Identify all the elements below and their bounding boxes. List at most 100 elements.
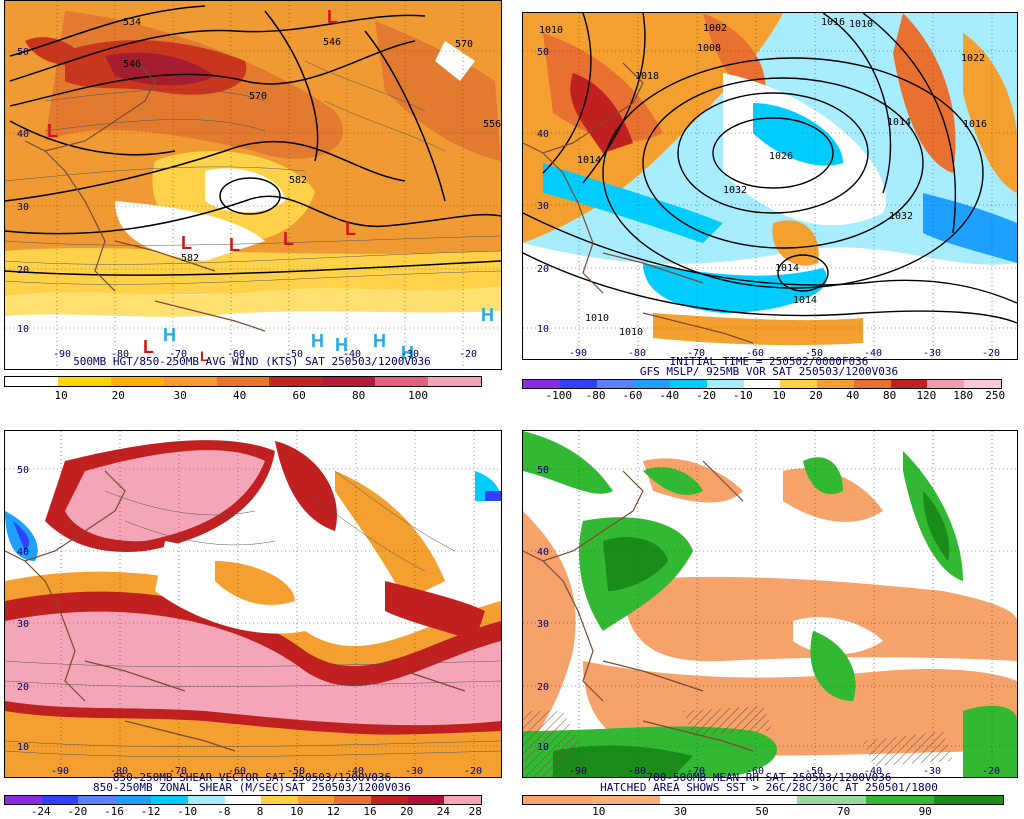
colorbar-tick: 20 xyxy=(809,389,823,402)
colorbar-tick: 80 xyxy=(351,389,366,402)
colorbar-tick: -16 xyxy=(104,805,124,818)
colorbar-swatch xyxy=(728,796,798,804)
panel-mean-rh-sst: 50 40 30 20 10 -90 -80 -70 -60 -50 -40 -… xyxy=(518,412,1024,819)
lon-label: -60 xyxy=(227,349,245,360)
lon-label: -40 xyxy=(864,348,882,359)
colorbar-tick: 40 xyxy=(846,389,860,402)
isobar-label: 1010 xyxy=(539,25,563,36)
colorbar-tick: -60 xyxy=(622,389,643,402)
high-pressure-mark: H xyxy=(373,331,386,351)
lat-label: 50 xyxy=(17,465,29,476)
lon-label: -20 xyxy=(982,766,1000,777)
lat-label: 30 xyxy=(17,202,29,213)
colorbar-swatch xyxy=(5,377,58,386)
colorbar-tick: 20 xyxy=(400,805,414,818)
colorbar-tick: 24 xyxy=(436,805,450,818)
colorbar-swatch xyxy=(57,377,111,386)
high-pressure-mark: H xyxy=(401,343,414,363)
colorbar-tick: -8 xyxy=(217,805,231,818)
colorbar-swatch xyxy=(927,380,965,388)
isobar-label: 1014 xyxy=(577,155,601,166)
lon-label: -30 xyxy=(923,766,941,777)
colorbar-tick: -12 xyxy=(140,805,161,818)
isobar-label: 1032 xyxy=(723,185,747,196)
lon-label: -70 xyxy=(169,766,187,777)
colorbar-ticks: -100 -80 -60 -40 -20 -10 10 20 40 80 120… xyxy=(522,389,1006,402)
colorbar xyxy=(522,379,1002,389)
isobar-label: 1008 xyxy=(697,43,721,54)
colorbar-tick: 40 xyxy=(232,389,247,402)
vorticity-field: 1010 1002 1008 1016 1010 1018 1014 1022 … xyxy=(523,13,1017,359)
colorbar-swatch xyxy=(216,377,270,386)
colorbar-swatch xyxy=(375,377,429,386)
contour-label: 556 xyxy=(483,119,501,130)
colorbar-swatch xyxy=(523,380,560,388)
high-pressure-mark: H xyxy=(481,305,494,325)
rh-field: 50 40 30 20 10 -90 -80 -70 -60 -50 -40 -… xyxy=(523,431,1017,777)
lon-label: -90 xyxy=(53,349,71,360)
lon-label: -70 xyxy=(169,349,187,360)
lat-label: 40 xyxy=(17,547,29,558)
lon-label: -30 xyxy=(401,349,419,360)
colorbar-tick: 100 xyxy=(408,389,429,402)
lon-label: -80 xyxy=(111,349,129,360)
lon-label: -50 xyxy=(805,348,823,359)
low-pressure-mark: L xyxy=(200,348,209,364)
colorbar-swatch xyxy=(188,796,225,804)
lon-label: -50 xyxy=(805,766,823,777)
isobar-label: 1014 xyxy=(887,117,911,128)
colorbar-tick: -10 xyxy=(177,805,198,818)
colorbar-ticks: -24 -20 -16 -12 -10 -8 8 10 12 16 20 24 … xyxy=(4,805,482,818)
colorbar-swatch xyxy=(706,380,744,388)
colorbar-swatch xyxy=(559,380,597,388)
colorbar-swatch xyxy=(41,796,79,804)
colorbar-tick: 120 xyxy=(916,389,937,402)
panel-mslp-vorticity: 1010 1002 1008 1016 1010 1018 1014 1022 … xyxy=(518,0,1024,409)
lon-label: -40 xyxy=(864,766,882,777)
colorbar-swatch xyxy=(817,380,854,388)
colorbar-tick: 180 xyxy=(953,389,974,402)
colorbar-swatch xyxy=(334,796,372,804)
lat-label: 20 xyxy=(17,265,29,276)
colorbar-ticks: 10 20 30 40 60 80 100 xyxy=(4,389,480,402)
colorbar-tick: 28 xyxy=(468,805,482,818)
colorbar-swatch xyxy=(660,796,729,804)
colorbar-tick: -10 xyxy=(732,389,753,402)
colorbar-swatch xyxy=(780,380,818,388)
colorbar-tick: -100 xyxy=(545,389,573,402)
map-500mb-wind: 534 546 546 570 556 570 582 582 L L L L … xyxy=(4,0,502,370)
isobar-label: 1018 xyxy=(635,71,659,82)
map-mean-rh: 50 40 30 20 10 -90 -80 -70 -60 -50 -40 -… xyxy=(522,430,1018,778)
colorbar-tick: -24 xyxy=(30,805,51,818)
panel-caption: 850-250MB SHEAR VECTOR SAT 250503/1200V0… xyxy=(112,771,392,784)
panel-caption: HATCHED AREA SHOWS SST > 26C/28C/30C AT … xyxy=(600,781,938,794)
colorbar-swatch xyxy=(444,796,481,804)
low-pressure-mark: L xyxy=(327,7,338,27)
colorbar-tick: 50 xyxy=(755,805,769,818)
isobar-label: 1010 xyxy=(585,313,609,324)
lat-label: 30 xyxy=(537,619,549,630)
lat-label: 30 xyxy=(537,201,549,212)
colorbar-tick: 8 xyxy=(256,805,264,818)
lon-label: -30 xyxy=(405,766,423,777)
colorbar-tick: 30 xyxy=(173,389,187,402)
lon-label: -40 xyxy=(346,766,364,777)
colorbar-swatch xyxy=(110,377,164,386)
lon-label: -90 xyxy=(51,766,69,777)
lat-label: 40 xyxy=(537,129,549,140)
low-pressure-mark: L xyxy=(47,121,58,141)
colorbar xyxy=(522,795,1004,805)
isobar-label: 1016 xyxy=(963,119,987,130)
contour-label: 546 xyxy=(123,59,141,70)
colorbar-swatch xyxy=(596,380,634,388)
contour-label: 570 xyxy=(249,91,267,102)
colorbar-swatch xyxy=(163,377,217,386)
colorbar-tick: 16 xyxy=(363,805,377,818)
panel-caption: INITIAL TIME = 250502/0000F036 xyxy=(669,355,869,368)
colorbar-tick: 90 xyxy=(918,805,932,818)
panel-caption: GFS MSLP/ 925MB VOR SAT 250503/1200V036 xyxy=(639,365,899,378)
colorbar-swatch xyxy=(633,380,671,388)
contour-label: 570 xyxy=(455,39,473,50)
lat-label: 50 xyxy=(537,47,549,58)
lon-label: -40 xyxy=(343,349,361,360)
